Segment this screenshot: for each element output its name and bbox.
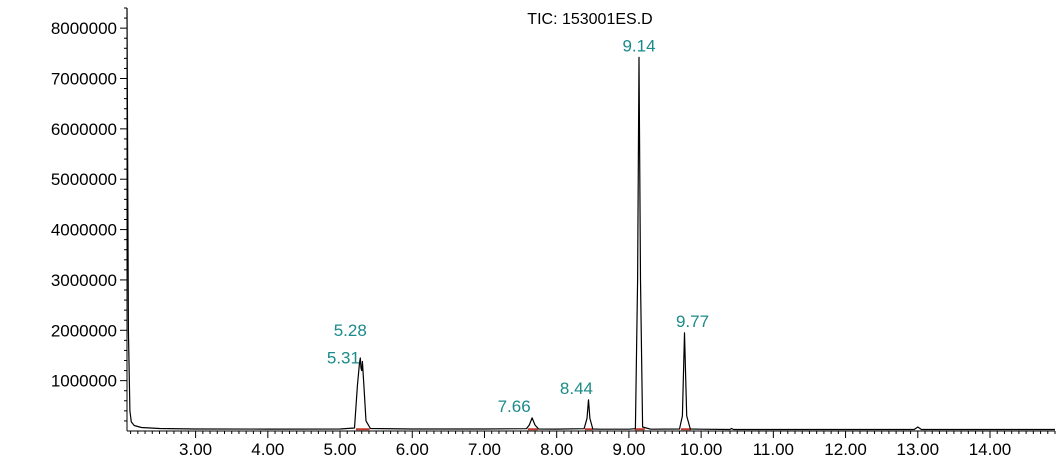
x-tick-label: 12.00 <box>824 440 867 458</box>
peak-label: 5.31 <box>327 349 360 368</box>
peak-label: 7.66 <box>498 397 531 416</box>
y-tick-label: 8000000 <box>51 19 117 38</box>
x-tick-label: 9.00 <box>612 440 645 458</box>
x-tick-label: 3.00 <box>179 440 212 458</box>
x-tick-label: 14.00 <box>969 440 1012 458</box>
x-tick-label: 13.00 <box>897 440 940 458</box>
tic-trace <box>126 7 1055 431</box>
x-tick-label: 11.00 <box>753 440 794 458</box>
peak-label: 8.44 <box>560 379 593 398</box>
y-tick-label: 5000000 <box>51 170 117 189</box>
peak-label: 9.77 <box>676 312 709 331</box>
x-tick-label: 7.00 <box>468 440 501 458</box>
y-tick-label: 3000000 <box>51 271 117 290</box>
x-tick-label: 10.00 <box>680 440 723 458</box>
chart-title: TIC: 153001ES.D <box>527 11 652 28</box>
axes: 1000000 2000000 3000000 4000000 5000000 60000… <box>51 7 1056 458</box>
peak-labels: 5.28 5.31 7.66 8.44 9.14 9.77 <box>327 36 709 416</box>
x-tick-label: 6.00 <box>396 440 429 458</box>
y-tick-label: 6000000 <box>51 120 117 139</box>
series-line <box>126 7 1055 431</box>
y-tick-label: 2000000 <box>51 321 117 340</box>
x-tick-label: 8.00 <box>540 440 573 458</box>
y-tick-label: 4000000 <box>51 221 117 240</box>
x-tick-label: 4.00 <box>251 440 284 458</box>
peak-label: 9.14 <box>622 36 655 55</box>
y-tick-label: 1000000 <box>51 372 117 391</box>
x-tick-label: 5.00 <box>323 440 356 458</box>
y-tick-label: 7000000 <box>51 70 117 89</box>
peak-label: 5.28 <box>334 321 367 340</box>
